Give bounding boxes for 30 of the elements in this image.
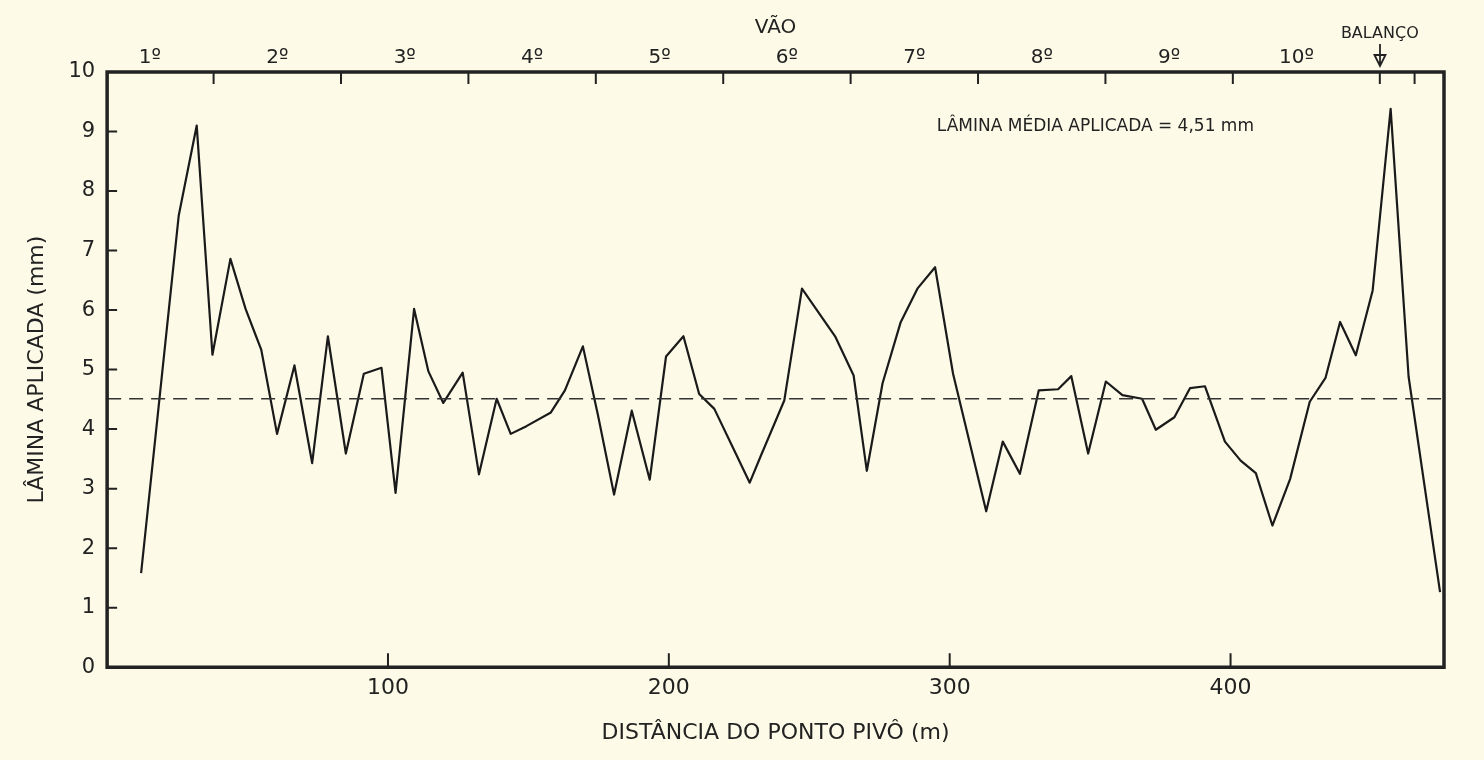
y-tick-label: 8 — [81, 177, 96, 202]
y-tick-label: 10 — [68, 58, 96, 83]
x2-axis-title: VÃO — [754, 14, 797, 39]
y-tick-label: 4 — [81, 415, 96, 440]
x-tick-label: 100 — [366, 674, 409, 700]
text: 7º — [903, 44, 926, 69]
y-tick-label: 6 — [81, 296, 96, 321]
text: 1º — [138, 44, 161, 69]
y-tick-label: 2 — [81, 534, 96, 559]
text: 6º — [775, 44, 798, 69]
text: 4º — [521, 44, 544, 69]
annotation: LÂMINA MÉDIA APLICADA = 4,51 mm — [936, 114, 1254, 136]
y-tick-label: 5 — [81, 356, 96, 381]
x-tick-label: 300 — [928, 674, 971, 700]
text: 9º — [1158, 44, 1181, 69]
text: 10º — [1279, 44, 1314, 69]
y-tick-label: 0 — [81, 653, 96, 678]
y-tick-label: 9 — [81, 117, 96, 142]
x-tick-label: 400 — [1209, 674, 1252, 700]
x-axis-title: DISTÂNCIA DO PONTO PIVÔ (m) — [601, 718, 950, 744]
x-tick-label: 200 — [647, 674, 690, 700]
y-axis-title: LÂMINA APLICADA (mm) — [22, 235, 48, 504]
text: 8º — [1030, 44, 1053, 69]
text: BALANÇO — [1340, 23, 1419, 43]
y-tick-label: 7 — [81, 237, 96, 262]
text: 3º — [393, 44, 416, 69]
y-tick-label: 3 — [81, 475, 96, 500]
text: 5º — [648, 44, 671, 69]
y-tick-label: 1 — [81, 594, 96, 619]
text: 2º — [266, 44, 289, 69]
